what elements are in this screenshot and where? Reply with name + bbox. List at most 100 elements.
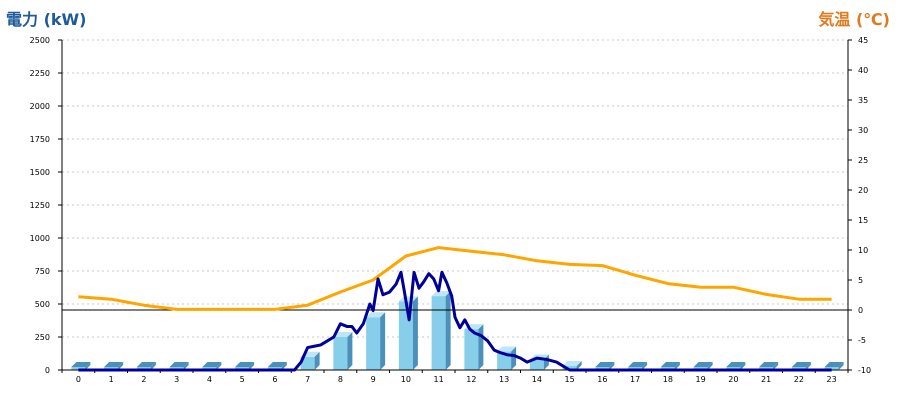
right-tick-label: 10 — [858, 246, 868, 255]
bar-top — [136, 362, 156, 367]
axes — [58, 39, 852, 373]
right-tick-label: 15 — [858, 216, 868, 225]
x-tick-label: 19 — [696, 375, 706, 384]
bar-side — [707, 362, 713, 370]
bar-side — [805, 362, 811, 370]
bar-side — [380, 312, 386, 370]
bar-top — [104, 362, 124, 367]
bar-face — [333, 337, 348, 370]
x-tick-label: 13 — [499, 375, 509, 384]
bar-side — [281, 362, 287, 370]
left-tick-label: 1000 — [30, 234, 50, 243]
bar — [366, 312, 386, 370]
bar-top — [660, 362, 680, 367]
bar-top — [628, 362, 648, 367]
left-tick-label: 250 — [35, 333, 50, 342]
bar-top — [267, 362, 287, 367]
bar-side — [576, 361, 582, 370]
bar-side — [412, 296, 418, 370]
bar-side — [150, 362, 156, 370]
bar-top — [726, 362, 746, 367]
x-tick-label: 4 — [207, 375, 212, 384]
right-tick-label: 30 — [858, 126, 868, 135]
right-tick-label: 40 — [858, 66, 868, 75]
grid-lines — [62, 39, 848, 338]
bar-side — [314, 351, 320, 370]
bar-top — [595, 362, 615, 367]
x-tick-label: 1 — [109, 375, 114, 384]
x-tick-label: 14 — [532, 375, 542, 384]
x-tick-label: 22 — [794, 375, 804, 384]
right-tick-label: 25 — [858, 156, 868, 165]
right-tick-label: 5 — [858, 276, 863, 285]
bar-side — [216, 362, 222, 370]
bar-top — [333, 332, 353, 337]
bar-top — [759, 362, 779, 367]
bar-face — [300, 356, 315, 370]
x-tick-label: 17 — [630, 375, 640, 384]
x-tick-label: 12 — [466, 375, 476, 384]
bar — [497, 346, 517, 370]
bar — [562, 361, 582, 370]
bar-top — [235, 362, 255, 367]
right-tick-label: 35 — [858, 96, 868, 105]
bar-side — [511, 346, 517, 370]
right-axis-title: 気温 (℃) — [818, 10, 890, 29]
bar-side — [347, 332, 353, 370]
x-tick-label: 10 — [401, 375, 411, 384]
bar-top — [169, 362, 189, 367]
bar-top — [562, 361, 582, 367]
bar-side — [838, 362, 844, 370]
right-tick-label: 0 — [858, 306, 863, 315]
x-tick-label: 20 — [728, 375, 738, 384]
bar-side — [445, 291, 451, 370]
left-tick-label: 1500 — [30, 168, 50, 177]
bar-side — [183, 362, 189, 370]
x-tick-label: 21 — [761, 375, 771, 384]
bar-side — [609, 362, 615, 370]
left-tick-label: 0 — [45, 366, 50, 375]
left-tick-label: 500 — [35, 300, 50, 309]
bar-top — [431, 291, 451, 297]
temperature-series — [78, 246, 832, 311]
right-tick-label: -5 — [858, 336, 866, 345]
left-tick-label: 1750 — [30, 135, 50, 144]
x-tick-label: 18 — [663, 375, 673, 384]
bar-side — [773, 362, 779, 370]
left-tick-labels: 0 250 500 750 1000 1250 1500 1750 2000 2250 2500 — [30, 36, 50, 375]
bar — [431, 291, 451, 370]
bar-top — [202, 362, 222, 367]
x-tick-label: 8 — [338, 375, 343, 384]
x-tick-label: 7 — [305, 375, 310, 384]
bar-top — [71, 362, 91, 367]
bar-side — [642, 362, 648, 370]
x-tick-labels: 0 1 2 3 4 5 6 7 8 9 10 11 12 13 14 15 16 17 18 19 20 21 22 23 — [76, 375, 837, 384]
x-tick-label: 16 — [597, 375, 607, 384]
right-tick-label: 45 — [858, 36, 868, 45]
x-tick-label: 9 — [371, 375, 376, 384]
bar-face — [366, 317, 381, 370]
x-tick-label: 15 — [565, 375, 575, 384]
bar-face — [464, 329, 479, 370]
power-series — [78, 270, 832, 372]
x-tick-label: 23 — [827, 375, 837, 384]
left-tick-label: 750 — [35, 267, 50, 276]
power-bars — [71, 291, 844, 370]
bar — [333, 332, 353, 370]
bar-top — [791, 362, 811, 367]
x-tick-label: 6 — [272, 375, 277, 384]
bar-side — [674, 362, 680, 370]
left-tick-label: 1250 — [30, 201, 50, 210]
x-tick-label: 0 — [76, 375, 81, 384]
right-tick-label: 20 — [858, 186, 868, 195]
temperature-line — [78, 246, 832, 311]
left-axis-title: 電力 (kW) — [6, 10, 87, 29]
bar-top — [497, 346, 517, 352]
x-tick-label: 3 — [174, 375, 179, 384]
right-tick-labels: -10 -5 0 5 10 15 20 25 30 35 40 45 — [858, 36, 871, 375]
bar-face — [529, 359, 544, 370]
left-tick-label: 2500 — [30, 36, 50, 45]
bar — [529, 354, 549, 370]
x-tick-label: 11 — [434, 375, 444, 384]
